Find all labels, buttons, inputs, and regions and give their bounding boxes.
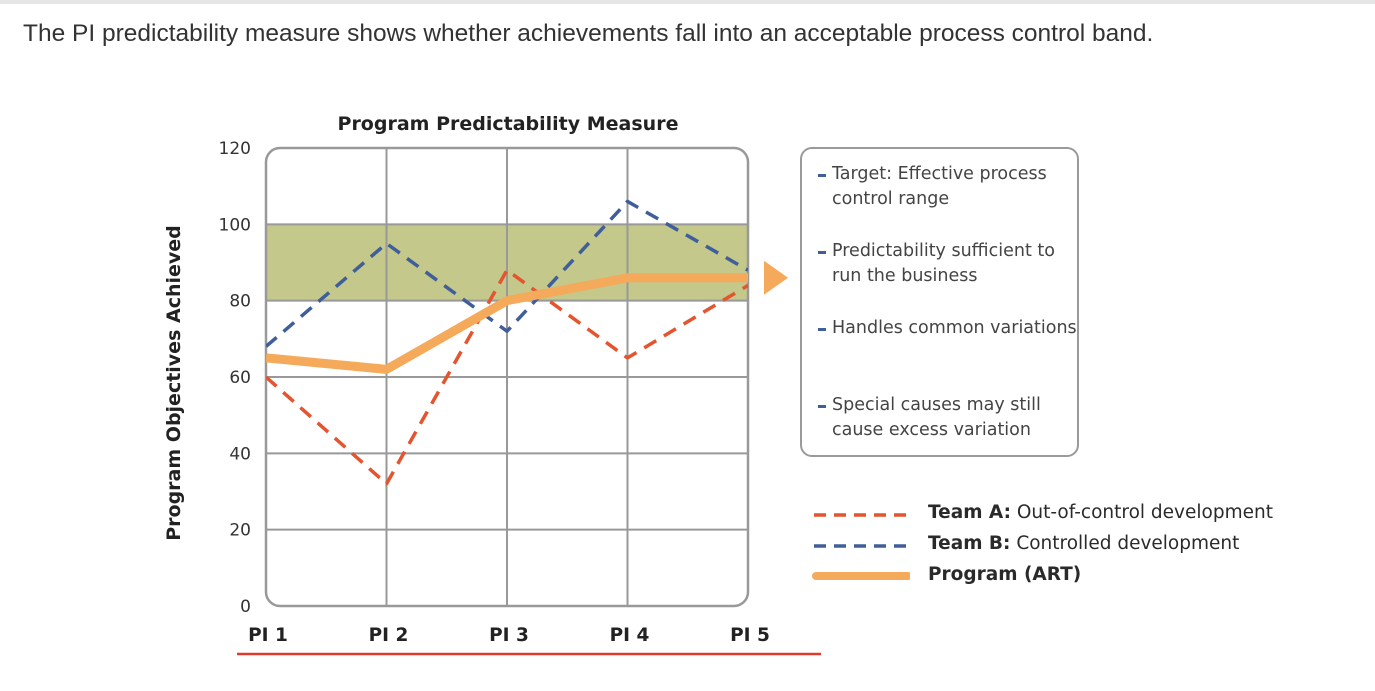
y-tick-label: 120 (219, 139, 251, 159)
note-bullet (818, 328, 826, 331)
legend-program: Program (ART) (812, 562, 1352, 588)
page-caption: The PI predictability measure shows whet… (23, 20, 1154, 47)
legend-swatch-team-a (814, 513, 910, 517)
notes-box: Target: Effective process control range … (800, 147, 1079, 457)
legend-program-name: Program (ART) (928, 564, 1082, 585)
note-bullet (818, 405, 826, 408)
legend-team-a-name: Team A: (928, 502, 1011, 523)
y-tick-label: 100 (219, 215, 251, 235)
team-a-line (266, 268, 748, 486)
y-tick-label: 60 (229, 368, 251, 388)
legend-swatch-team-b (814, 544, 910, 548)
note-item: Target: Effective process control range (832, 164, 1047, 209)
y-axis-label: Program Objectives Achieved (163, 225, 185, 541)
arrow-icon (764, 260, 788, 295)
legend-swatch-program (812, 572, 910, 580)
y-tick-label: 20 (229, 521, 251, 541)
legend-team-b-name: Team B: (928, 533, 1011, 554)
note-bullet (818, 251, 826, 254)
program-line (266, 273, 748, 374)
x-tick-label: PI 3 (489, 625, 529, 646)
x-tick-label: PI 2 (369, 625, 409, 646)
note-bullet (818, 174, 826, 177)
chart-title: Program Predictability Measure (338, 113, 679, 135)
team-b-line (266, 199, 748, 348)
legend-team-a-desc: Out-of-control development (1016, 502, 1273, 523)
legend-team-b: Team B: Controlled development (812, 531, 1352, 557)
top-divider (0, 0, 1375, 4)
note-item: Special causes may still cause excess va… (832, 395, 1041, 440)
note-item: Predictability sufficient to run the bus… (832, 241, 1055, 286)
y-tick-label: 80 (229, 292, 251, 312)
y-tick-label: 40 (229, 444, 251, 464)
y-tick-label: 0 (240, 597, 251, 617)
x-tick-label: PI 1 (248, 625, 288, 646)
legend-team-b-desc: Controlled development (1016, 533, 1240, 554)
note-item: Handles common variations (832, 318, 1077, 338)
x-tick-label: PI 4 (610, 625, 650, 646)
legend-team-a: Team A: Out-of-control development (812, 500, 1352, 526)
x-tick-label: PI 5 (730, 625, 770, 646)
